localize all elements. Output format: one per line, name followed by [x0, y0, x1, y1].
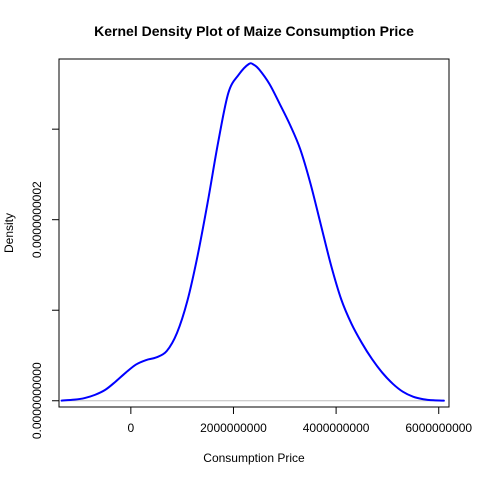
- x-axis: 0 2000000000 4000000000 6000000000 Consumpt…: [127, 407, 472, 465]
- x-axis-label: Consumption Price: [203, 451, 305, 465]
- plot-frame: [58, 58, 450, 408]
- y-tick-label: 0.0000000000: [30, 362, 44, 439]
- y-axis-label: Density: [2, 213, 16, 253]
- chart-title: Kernel Density Plot of Maize Consumption…: [94, 23, 414, 39]
- density-line: [60, 62, 445, 402]
- y-tick-label: 0.0000000002: [30, 181, 44, 258]
- x-tick-label: 0: [127, 421, 134, 435]
- x-ticks: 0 2000000000 4000000000 6000000000: [127, 407, 472, 435]
- x-tick-label: 2000000000: [200, 421, 267, 435]
- x-tick-label: 6000000000: [405, 421, 472, 435]
- x-tick-label: 4000000000: [303, 421, 370, 435]
- y-ticks: 0.0000000000 0.0000000002: [30, 128, 59, 439]
- y-axis: 0.0000000000 0.0000000002 Density: [2, 128, 59, 439]
